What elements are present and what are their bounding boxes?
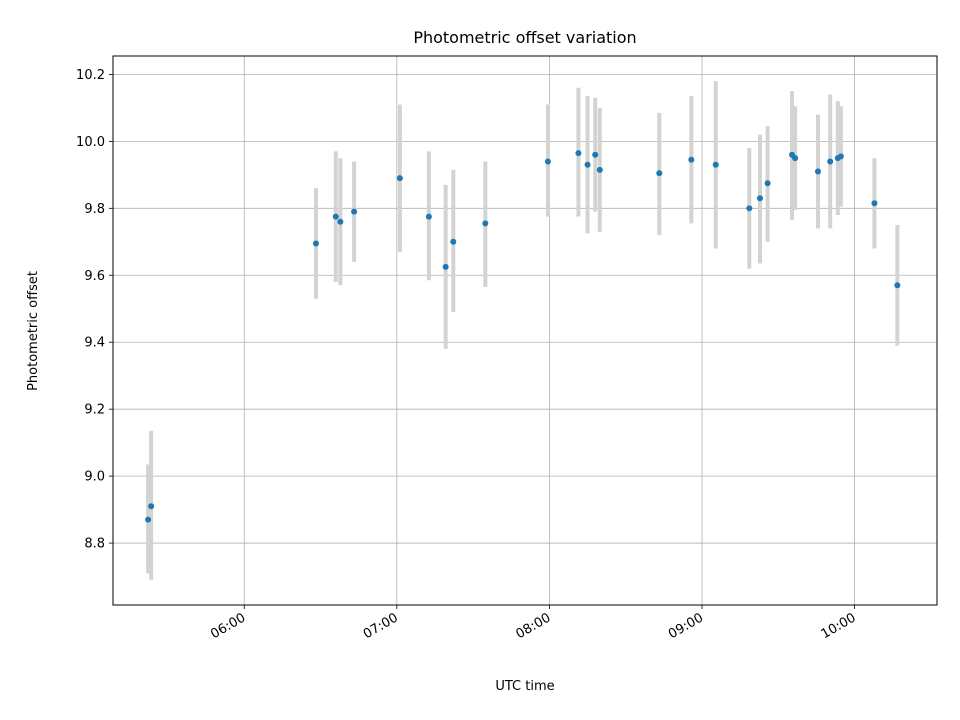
data-point (792, 155, 799, 162)
data-point (584, 161, 591, 168)
y-tick-label: 9.0 (84, 470, 105, 485)
data-point (332, 213, 339, 220)
data-point (688, 156, 695, 163)
data-point (712, 161, 719, 168)
data-point (148, 503, 155, 510)
chart-title: Photometric offset variation (413, 28, 636, 47)
data-point (756, 195, 763, 202)
data-point (575, 150, 582, 157)
data-point (596, 166, 603, 173)
x-tick-label: 09:00 (666, 610, 706, 642)
y-tick-label: 8.8 (84, 537, 105, 552)
x-tick-label: 08:00 (513, 610, 553, 642)
y-tick-label: 10.2 (76, 68, 105, 83)
x-tick-label: 07:00 (361, 610, 401, 642)
data-point (592, 151, 599, 158)
y-tick-label: 9.4 (84, 336, 105, 351)
data-point (425, 213, 432, 220)
data-point (544, 158, 551, 165)
error-bars (146, 81, 900, 580)
data-point (450, 238, 457, 245)
data-point (837, 153, 844, 160)
data-point (442, 263, 449, 270)
data-points (145, 150, 901, 523)
grid-lines (113, 56, 937, 605)
data-point (746, 205, 753, 212)
data-point (814, 168, 821, 175)
axis-ticks: 8.8 9.0 9.2 9.4 9.6 9.8 10.0 10.2 06:00 07:00 08:0… (76, 68, 859, 642)
data-point (351, 208, 358, 215)
x-tick-label: 06:00 (208, 610, 248, 642)
data-point (827, 158, 834, 165)
data-point (396, 175, 403, 182)
y-tick-label: 9.6 (84, 269, 105, 284)
data-point (337, 218, 344, 225)
y-axis-label: Photometric offset (26, 271, 41, 391)
y-tick-label: 9.8 (84, 202, 105, 217)
data-point (312, 240, 319, 247)
y-tick-label: 10.0 (76, 135, 105, 150)
data-point (871, 200, 878, 207)
data-point (656, 170, 663, 177)
data-point (894, 282, 901, 289)
data-point (145, 516, 152, 523)
plot-frame (112, 55, 938, 606)
data-point (482, 220, 489, 227)
data-point (764, 180, 771, 187)
x-axis-label: UTC time (495, 679, 554, 694)
y-tick-label: 9.2 (84, 403, 105, 418)
x-tick-label: 10:00 (819, 610, 859, 642)
